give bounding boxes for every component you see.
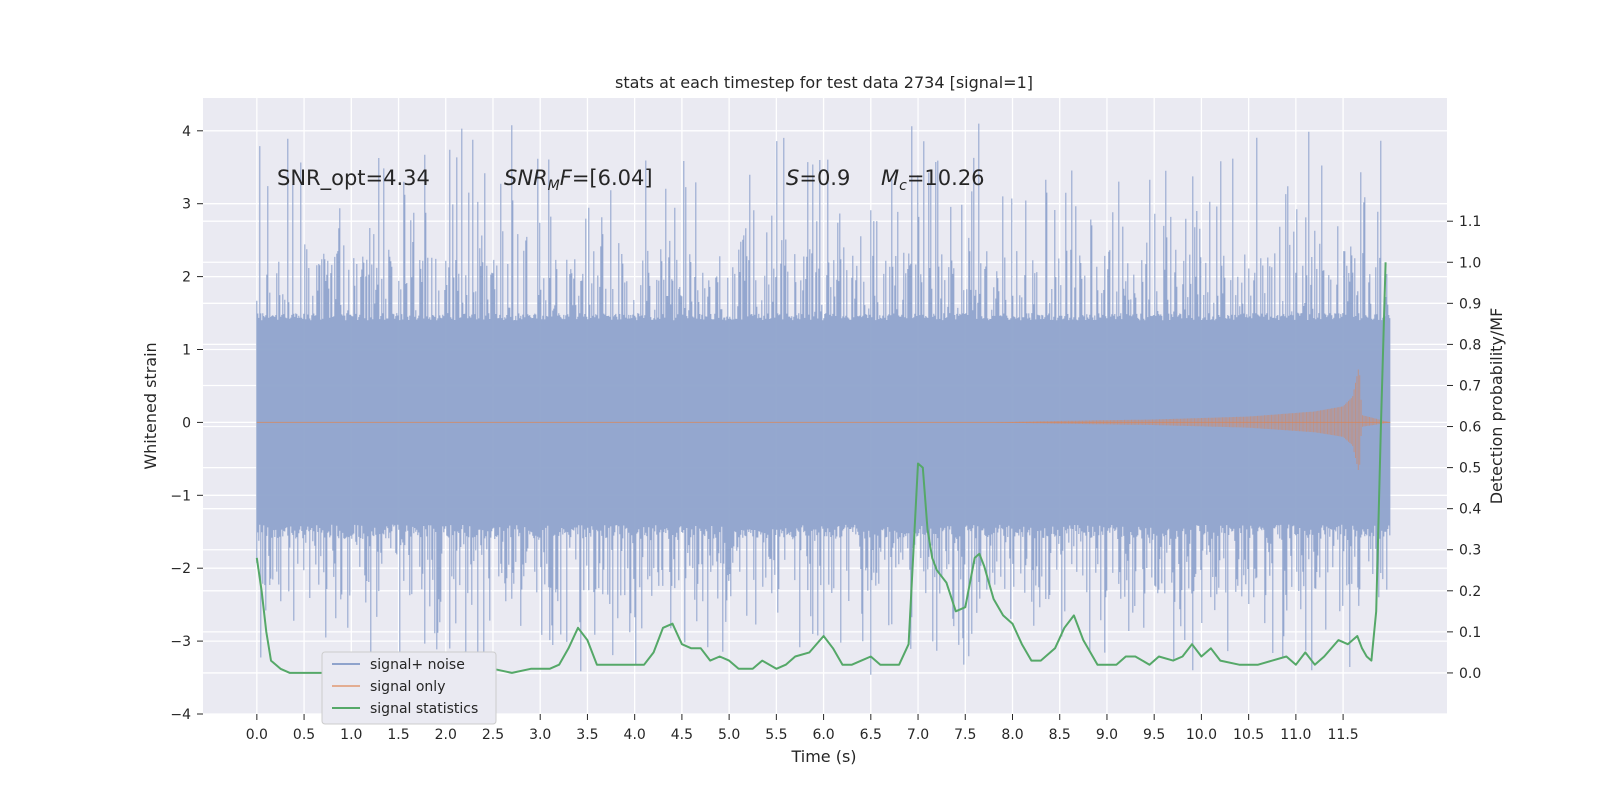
legend-label-signal: signal only: [370, 679, 445, 695]
y-right-tick-label: 1.0: [1459, 255, 1481, 271]
x-tick-label: 5.0: [718, 727, 740, 743]
y-right-tick-label: 0.6: [1459, 420, 1481, 436]
y-left-tick-label: −1: [170, 488, 191, 504]
annotation-snr-mf: SNRMF=[6.04]: [504, 166, 653, 194]
x-axis-label: Time (s): [790, 747, 856, 766]
annotation-chirp-mass: Mc=10.26: [881, 166, 985, 194]
x-tick-label: 4.5: [671, 727, 693, 743]
x-axis-ticks: 0.0 0.5 1.0 1.5 2.0 2.5 3.0 3.5 4.0 4.5 5.0 5.5 6.0 6…: [246, 714, 1359, 743]
y-left-tick-label: 1: [182, 343, 191, 359]
y-axis-left-label: Whitened strain: [141, 342, 160, 469]
x-tick-label: 6.5: [860, 727, 882, 743]
y-right-tick-label: 0.2: [1459, 584, 1481, 600]
x-tick-label: 11.5: [1328, 727, 1359, 743]
x-tick-label: 0.0: [246, 727, 268, 743]
y-left-tick-label: −4: [170, 707, 191, 723]
x-tick-label: 10.5: [1233, 727, 1264, 743]
annotation-snr-opt: SNR_opt=4.34: [277, 166, 430, 191]
legend-box: [321, 651, 497, 725]
y-right-tick-label: 0.8: [1459, 337, 1481, 353]
x-tick-label: 6.0: [812, 727, 834, 743]
x-tick-label: 8.5: [1049, 727, 1071, 743]
x-tick-label: 7.0: [907, 727, 929, 743]
x-tick-label: 9.0: [1096, 727, 1118, 743]
x-tick-label: 0.5: [293, 727, 315, 743]
x-tick-label: 5.5: [765, 727, 787, 743]
legend: signal+ noise signal only signal statist…: [321, 651, 497, 725]
x-tick-label: 3.5: [576, 727, 598, 743]
legend-label-noise: signal+ noise: [370, 657, 465, 673]
series-signal-only: [996, 369, 1390, 470]
x-tick-label: 1.0: [340, 727, 362, 743]
y-right-tick-label: 0.7: [1459, 378, 1481, 394]
x-tick-label: 8.0: [1001, 727, 1023, 743]
x-tick-label: 4.0: [624, 727, 646, 743]
y-left-tick-label: 0: [182, 415, 191, 431]
y-axis-right-label: Detection probability/MF: [1487, 308, 1506, 505]
legend-label-stat: signal statistics: [370, 701, 478, 717]
y-left-tick-label: −3: [170, 634, 191, 650]
y-right-tick-label: 0.4: [1459, 502, 1481, 518]
y-left-tick-label: −2: [170, 561, 191, 577]
x-tick-label: 11.0: [1280, 727, 1311, 743]
y-right-tick-label: 0.5: [1459, 461, 1481, 477]
chart-title: stats at each timestep for test data 273…: [615, 73, 1033, 92]
annotation-spin: S=0.9: [786, 166, 850, 190]
x-tick-label: 10.0: [1186, 727, 1217, 743]
y-right-tick-label: 0.3: [1459, 543, 1481, 559]
x-tick-label: 3.0: [529, 727, 551, 743]
x-tick-label: 7.5: [954, 727, 976, 743]
y-right-axis-ticks: 0.0 0.1 0.2 0.3 0.4 0.5 0.6 0.7 0.8 0.9 1.0 1.1: [1447, 214, 1481, 682]
x-tick-label: 9.5: [1143, 727, 1165, 743]
y-right-tick-label: 0.0: [1459, 666, 1481, 682]
x-tick-label: 2.5: [482, 727, 504, 743]
y-right-tick-label: 1.1: [1459, 214, 1481, 230]
y-left-tick-label: 2: [182, 270, 191, 286]
y-left-tick-label: 3: [182, 197, 191, 213]
x-tick-label: 2.0: [435, 727, 457, 743]
y-left-tick-label: 4: [182, 124, 191, 140]
y-left-axis-ticks: −4 −3 −2 −1 0 1 2 3 4: [170, 124, 203, 723]
y-right-tick-label: 0.9: [1459, 296, 1481, 312]
y-right-tick-label: 0.1: [1459, 625, 1481, 641]
x-tick-label: 1.5: [387, 727, 409, 743]
